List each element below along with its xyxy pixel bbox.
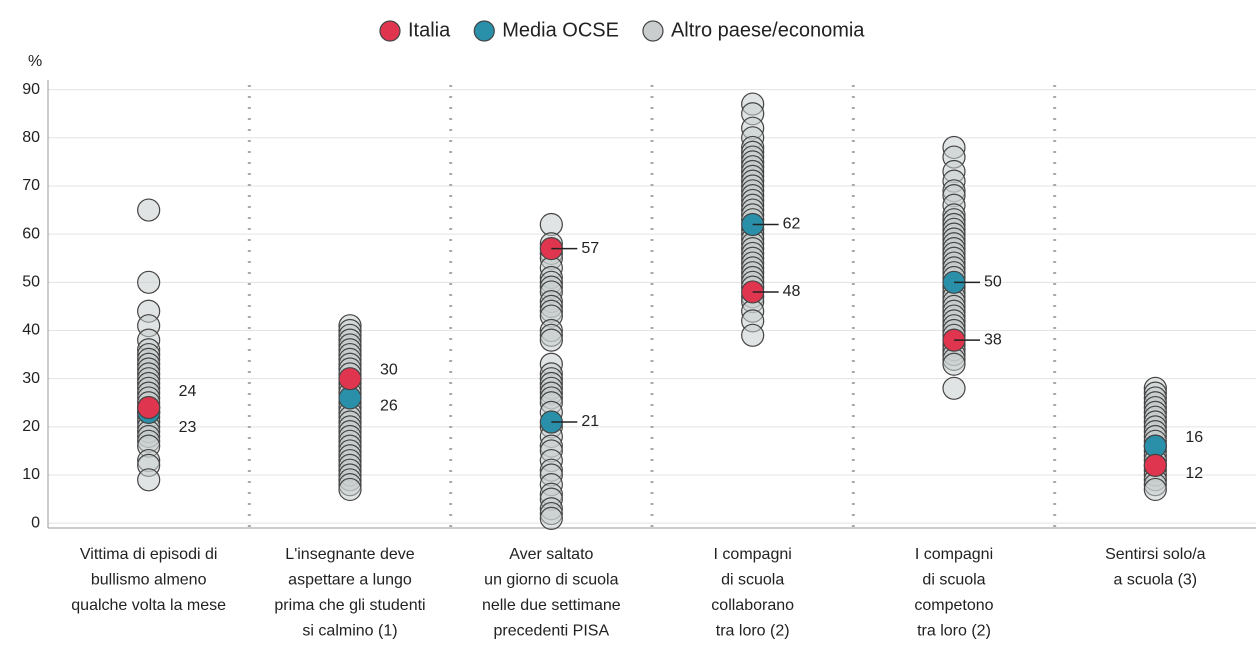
value-label: 48 <box>783 283 801 300</box>
x-tick-label: a scuola (3) <box>1114 572 1198 589</box>
legend-label: Media OCSE <box>502 19 619 41</box>
y-axis-label: % <box>28 53 42 70</box>
dot <box>1143 477 1167 502</box>
legend-label: Altro paese/economia <box>671 19 865 41</box>
x-tick-label: di scuola <box>922 572 985 589</box>
value-label: 30 <box>380 362 398 379</box>
dot <box>338 477 362 502</box>
value-label: 12 <box>1185 465 1203 482</box>
x-tick-label: di scuola <box>721 572 784 589</box>
legend-marker <box>642 20 664 42</box>
x-tick-label: prima che gli studenti <box>274 597 425 614</box>
value-label: 38 <box>984 331 1002 348</box>
x-tick-label: un giorno di scuola <box>484 572 618 589</box>
y-tick-label: 30 <box>22 370 40 387</box>
x-tick-label: aspettare a lungo <box>288 572 412 589</box>
value-label: 62 <box>783 216 801 233</box>
x-tick-label: tra loro (2) <box>716 623 790 640</box>
value-label: 23 <box>179 419 197 436</box>
x-tick-label: nelle due settimane <box>482 597 621 614</box>
value-label: 50 <box>984 274 1002 291</box>
dot <box>137 270 161 294</box>
dot <box>539 328 563 352</box>
x-tick-label: Sentirsi solo/a <box>1105 546 1206 563</box>
x-tick-label: Vittima di episodi di <box>80 546 218 563</box>
x-tick-label: tra loro (2) <box>917 623 991 640</box>
value-label: 16 <box>1185 429 1203 446</box>
value-label: 57 <box>581 240 599 257</box>
legend-marker <box>473 20 495 42</box>
y-tick-label: 20 <box>22 418 40 435</box>
x-tick-label: L'insegnante deve <box>285 546 414 563</box>
x-tick-label: precedenti PISA <box>494 623 610 640</box>
x-tick-label: Aver saltato <box>509 546 593 563</box>
dot <box>137 468 161 492</box>
dot <box>539 506 563 530</box>
x-tick-label: I compagni <box>714 546 792 563</box>
dot <box>942 352 966 376</box>
value-label: 24 <box>179 383 197 400</box>
dot <box>1143 453 1167 477</box>
y-tick-label: 40 <box>22 322 40 339</box>
legend-label: Italia <box>408 19 451 41</box>
dot <box>137 198 161 222</box>
x-tick-label: qualche volta la mese <box>71 597 226 614</box>
x-tick-label: competono <box>914 597 993 614</box>
y-tick-label: 10 <box>22 466 40 483</box>
y-tick-label: 70 <box>22 177 40 194</box>
x-tick-label: bullismo almeno <box>91 572 207 589</box>
y-tick-label: 50 <box>22 274 40 291</box>
x-tick-label: si calmino (1) <box>302 623 397 640</box>
dot <box>338 367 362 391</box>
y-tick-label: 80 <box>22 129 40 146</box>
x-tick-label: collaborano <box>711 597 794 614</box>
dot <box>942 376 966 400</box>
y-tick-label: 0 <box>31 514 40 531</box>
value-label: 21 <box>581 413 599 430</box>
legend-marker <box>379 20 401 42</box>
y-tick-label: 90 <box>22 81 40 98</box>
dot <box>137 395 161 420</box>
value-label: 26 <box>380 398 398 415</box>
dot <box>741 323 765 347</box>
x-tick-label: I compagni <box>915 546 993 563</box>
y-tick-label: 60 <box>22 225 40 242</box>
